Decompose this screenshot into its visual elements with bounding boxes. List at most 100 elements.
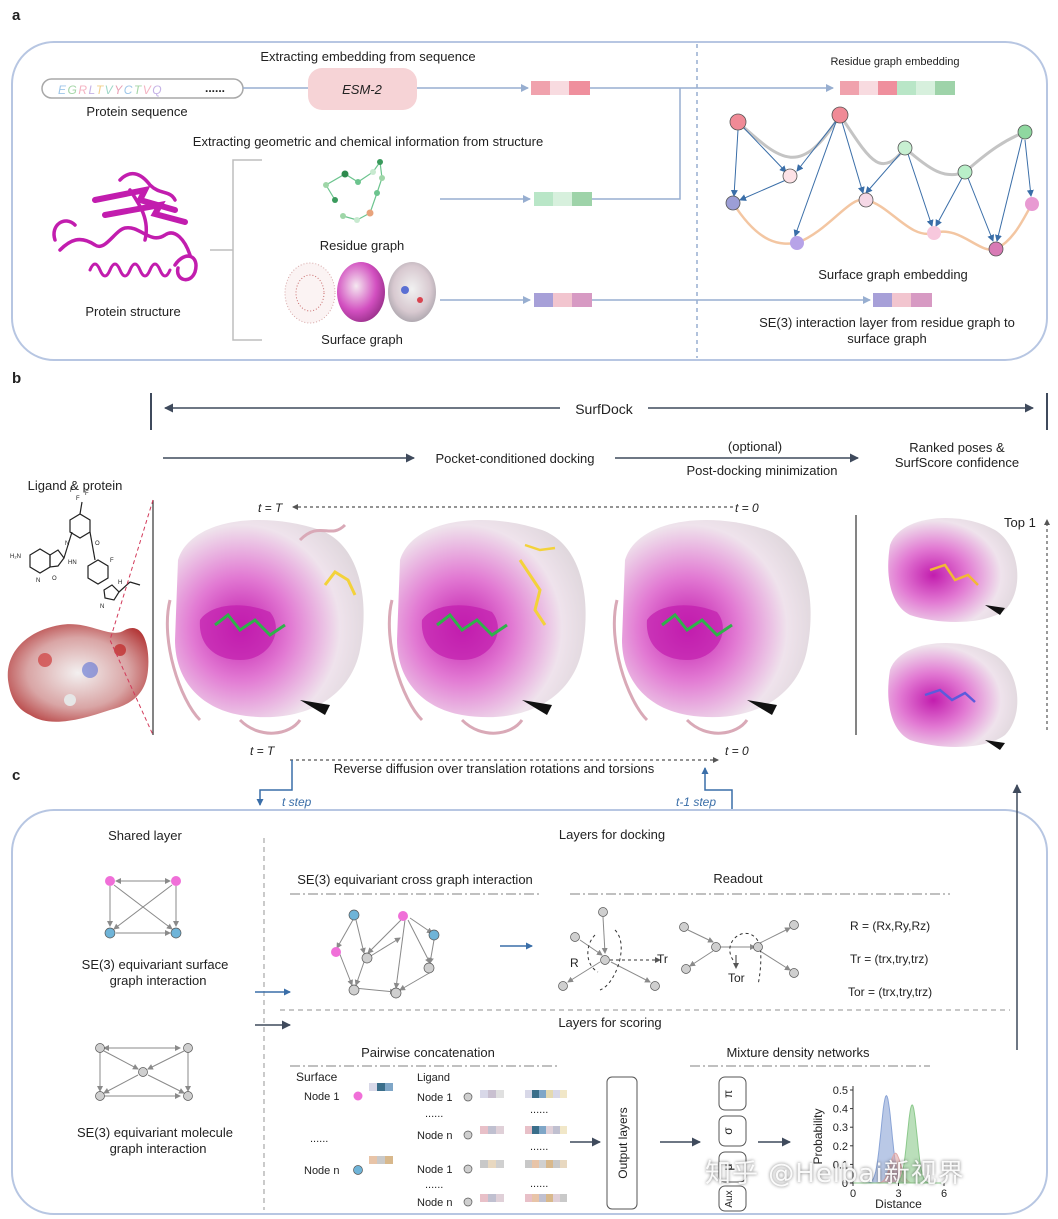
surface-embedding-vector	[534, 293, 592, 307]
svg-text:F: F	[85, 491, 89, 497]
ligand-noden-b: Node n	[417, 1197, 452, 1209]
t-0-top: t = 0	[735, 501, 759, 515]
y-tick-label: 0.3	[833, 1122, 848, 1134]
svg-text:F: F	[70, 488, 74, 494]
protein-sequence: EGRLTVYCTVQ	[58, 83, 163, 97]
residue-emb-merge-line	[592, 88, 681, 200]
seq-heading: Extracting embedding from sequence	[260, 49, 475, 64]
surface-interaction-line1: SE(3) equivariant surface	[82, 957, 229, 972]
sequence-residue: L	[89, 83, 96, 97]
t-T-top: t = T	[258, 501, 284, 515]
R-equation: R = (Rx,Ry,Rz)	[850, 919, 930, 933]
molecule-interaction-line2: graph interaction	[110, 1141, 207, 1156]
surface-graph-thumbnails	[284, 262, 436, 324]
surface-output-vector	[873, 293, 932, 307]
svg-text:F: F	[110, 558, 114, 564]
R-label: R	[570, 956, 579, 970]
svg-text:F: F	[76, 496, 80, 502]
surface-dots: ......	[310, 1133, 328, 1145]
concat-dots-2: ......	[530, 1141, 548, 1153]
ligand-2d-structure	[29, 501, 141, 601]
aux-label: Aux	[724, 1190, 735, 1207]
layers-docking-label: Layers for docking	[559, 827, 665, 842]
ligand-node1: Node 1	[417, 1092, 452, 1104]
surface-embedding-label: Surface graph embedding	[818, 267, 968, 282]
y-tick-label: 0.4	[833, 1104, 848, 1116]
mdn-label: Mixture density networks	[726, 1045, 870, 1060]
sequence-label: Protein sequence	[86, 104, 187, 119]
sequence-residue: Q	[152, 83, 163, 97]
svg-text:H: H	[118, 580, 122, 586]
pairwise-label: Pairwise concatenation	[361, 1045, 495, 1060]
sequence-residue: R	[78, 83, 88, 97]
molecule-interaction-line1: SE(3) equivariant molecule	[77, 1125, 233, 1140]
svg-text:O: O	[95, 541, 100, 547]
ranked-poses-line2: SurfScore confidence	[895, 455, 1019, 470]
top1-label: Top 1	[1004, 515, 1036, 530]
svg-text:H₂N: H₂N	[10, 554, 21, 560]
Tr-label: Tr	[657, 952, 668, 966]
se3-label-line1: SE(3) interaction layer from residue gra…	[759, 315, 1015, 330]
t1-step-label: t-1 step	[676, 795, 716, 809]
chart-y-label: Probability	[811, 1108, 825, 1164]
cross-graph-network	[331, 909, 440, 999]
sequence-ellipsis: ......	[205, 81, 225, 95]
surface-node1: Node 1	[304, 1091, 339, 1103]
sequence-embedding-vector	[531, 81, 590, 95]
svg-text:N: N	[65, 541, 69, 547]
residue-graph-mini	[323, 159, 385, 223]
x-tick-label: 6	[941, 1188, 947, 1200]
sequence-residue: G	[68, 83, 79, 97]
svg-text:O: O	[52, 576, 57, 582]
optional-label: (optional)	[728, 439, 782, 454]
pi-box	[718, 1076, 747, 1111]
t-step-label: t step	[282, 795, 312, 809]
structure-bracket	[210, 159, 262, 341]
aux-box	[718, 1185, 747, 1212]
sequence-residue: T	[134, 83, 143, 97]
density-component-3	[853, 1104, 944, 1184]
ligand-noden: Node n	[417, 1130, 452, 1142]
reverse-diffusion-label: Reverse diffusion over translation rotat…	[334, 761, 655, 776]
svg-text:HN: HN	[68, 560, 77, 566]
sigma-box	[718, 1115, 747, 1147]
mu-box	[718, 1151, 747, 1183]
panel-c-letter: c	[12, 767, 20, 784]
esm-box	[308, 68, 417, 110]
sigma-label: σ	[721, 1127, 735, 1135]
panel-b-letter: b	[12, 370, 21, 387]
esm-label: ESM-2	[342, 82, 383, 97]
ligand-dots: ......	[425, 1108, 443, 1120]
residue-graph-embedding-vector	[840, 81, 955, 95]
pi-label: π	[721, 1090, 735, 1098]
residue-surface-bipartite-graph	[725, 106, 1039, 257]
ligand-dots-b: ......	[425, 1179, 443, 1191]
panel-a-letter: a	[12, 7, 21, 24]
t-0-bottom: t = 0	[725, 744, 749, 758]
ligand-protein-surface	[7, 624, 149, 722]
docking-snapshot-2	[387, 520, 586, 735]
mu-label: μ	[721, 1163, 735, 1170]
ligand-col-label: Ligand	[417, 1072, 450, 1084]
ligand-node-dots	[463, 1092, 473, 1207]
t-step-arrow	[256, 760, 293, 806]
svg-text:N: N	[36, 578, 40, 584]
protein-structure-label: Protein structure	[85, 304, 180, 319]
ligand-feature-vectors	[480, 1090, 504, 1202]
readout-rotation-graph	[558, 907, 661, 991]
shared-layer-label: Shared layer	[108, 828, 182, 843]
ranked-poses-line1: Ranked poses &	[909, 440, 1005, 455]
output-layers-label: Output layers	[616, 1107, 630, 1178]
ranked-pose-1	[888, 518, 1018, 622]
Tr-equation: Tr = (trx,try,trz)	[850, 952, 928, 966]
readout-label: Readout	[713, 871, 763, 886]
layers-scoring-label: Layers for scoring	[558, 1015, 661, 1030]
sequence-residue: V	[105, 83, 115, 97]
y-tick-label: 0	[842, 1178, 848, 1190]
docking-snapshot-3	[612, 520, 811, 735]
surface-node1-vector	[369, 1083, 393, 1091]
surface-noden-dot	[353, 1165, 363, 1175]
se3-label-line2: surface graph	[847, 331, 927, 346]
pocket-docking-label: Pocket-conditioned docking	[436, 451, 595, 466]
